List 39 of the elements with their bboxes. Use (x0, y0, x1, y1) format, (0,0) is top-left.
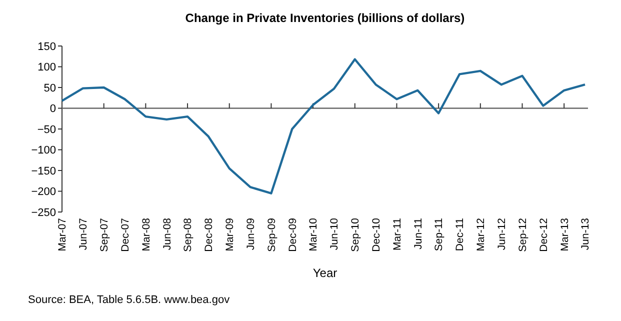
x-axis-title: Year (312, 266, 338, 280)
x-tick-label: Sep-11 (433, 218, 446, 252)
y-tick-label: 50 (44, 82, 56, 94)
x-tick-label: Mar-08 (140, 218, 152, 252)
y-tick-label: −150 (31, 165, 56, 178)
x-tick-label: Jun-11 (412, 218, 424, 250)
source-note: Source: BEA, Table 5.6.5B. www.bea.gov (28, 294, 230, 306)
x-tick-label: Jun-08 (161, 218, 174, 250)
x-tick-label: Dec-08 (203, 218, 216, 252)
y-tick-label: 100 (38, 62, 56, 74)
x-tick-label: Mar-10 (308, 218, 320, 252)
x-tick-label: Mar-13 (558, 218, 571, 252)
y-tick-label: −250 (31, 206, 56, 219)
x-tick-label: Sep-12 (516, 218, 529, 252)
x-tick-label: Sep-08 (182, 218, 194, 252)
x-tick-label: Jun-12 (496, 218, 508, 250)
x-tick-label: Sep-09 (266, 218, 278, 252)
y-tick-label: −50 (37, 124, 56, 136)
x-tick-label: Mar-12 (475, 218, 488, 252)
y-tick-label: 0 (50, 103, 56, 116)
chart-title: Change in Private Inventories (billions of dollars) (185, 11, 465, 25)
x-tick-label: Sep-07 (98, 218, 111, 252)
x-tick-label: Mar-11 (391, 218, 404, 250)
x-tick-label: Mar-07 (56, 218, 69, 252)
y-tick-label: −100 (31, 144, 56, 157)
line-series (60, 58, 586, 194)
x-tick-label: Mar-09 (224, 218, 236, 252)
x-tick-label: Dec-10 (370, 218, 382, 252)
x-tick-label: Dec-12 (538, 218, 550, 252)
y-tick-label: −200 (31, 186, 56, 198)
x-tick-label: Jun-09 (244, 218, 257, 250)
x-tick-label: Dec-09 (286, 218, 299, 252)
x-tick-label: Sep-10 (350, 218, 362, 252)
x-tick-label: Dec-11 (454, 218, 466, 252)
x-tick-label: Jun-10 (328, 218, 341, 250)
x-tick-label: Jun-07 (78, 218, 90, 250)
y-tick-label: 150 (38, 40, 56, 53)
x-tick-label: Dec-07 (119, 218, 132, 252)
x-tick-label: Jun-13 (580, 218, 592, 250)
